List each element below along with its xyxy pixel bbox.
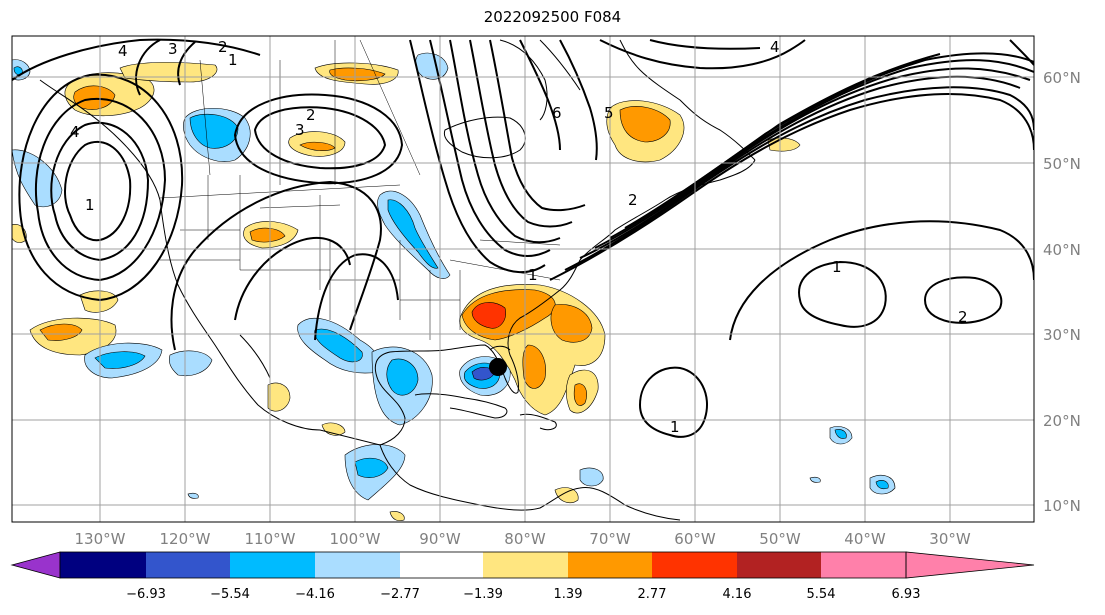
latitude-labels: 60°N 50°N 40°N 30°N 20°N 10°N <box>1043 69 1081 515</box>
contour-label: 3 <box>168 40 178 58</box>
colorbar-tick-label: −1.39 <box>463 587 503 602</box>
lon-label: 60°W <box>674 530 716 548</box>
storm-center-marker <box>489 358 507 376</box>
lat-label: 30°N <box>1043 326 1081 344</box>
contour-label: 1 <box>85 196 95 214</box>
lon-label: 100°W <box>330 530 381 548</box>
lon-label: 40°W <box>844 530 886 548</box>
contour-label: 2 <box>306 106 316 124</box>
gridlines <box>12 36 1034 522</box>
anomaly-contours <box>12 38 1034 438</box>
colorbar-tick-label: −2.77 <box>380 587 420 602</box>
contour-label: 1 <box>528 266 538 284</box>
lon-label: 30°W <box>929 530 971 548</box>
colorbar-tick-label: 2.77 <box>638 587 667 602</box>
lon-label: 120°W <box>160 530 211 548</box>
colorbar-segment <box>60 552 146 578</box>
lon-label: 110°W <box>245 530 296 548</box>
contour-label: 6 <box>552 104 562 122</box>
colorbar-segment <box>483 552 568 578</box>
colorbar-tick-label: −4.16 <box>295 587 335 602</box>
lon-label: 80°W <box>504 530 546 548</box>
colorbar-tick-label: 1.39 <box>554 587 583 602</box>
colorbar-extend-high <box>905 551 1035 579</box>
lat-label: 10°N <box>1043 497 1081 515</box>
longitude-labels: 130°W 120°W 110°W 100°W 90°W 80°W 70°W 6… <box>75 530 971 548</box>
colorbar-extend-low <box>10 551 61 579</box>
map-border <box>11 35 1035 523</box>
colorbar: −6.93 −5.54 −4.16 −2.77 −1.39 1.39 2.77 … <box>10 551 1035 602</box>
contour-label: 5 <box>604 104 614 122</box>
contour-label: 4 <box>770 38 780 56</box>
map-title: 2022092500 F084 <box>483 8 622 26</box>
contour-label: 4 <box>118 42 128 60</box>
contour-label: 4 <box>70 123 80 141</box>
lat-label: 60°N <box>1043 69 1081 87</box>
colorbar-tick-label: −5.54 <box>210 587 250 602</box>
colorbar-segment <box>400 552 483 578</box>
contour-label: 2 <box>218 38 228 56</box>
colorbar-tick-label: 4.16 <box>723 587 752 602</box>
lat-label: 20°N <box>1043 412 1081 430</box>
colorbar-segment <box>737 552 821 578</box>
colorbar-segment <box>568 552 652 578</box>
lon-label: 90°W <box>419 530 461 548</box>
colorbar-segment <box>652 552 737 578</box>
contour-label: 3 <box>295 121 305 139</box>
colorbar-segment <box>146 552 230 578</box>
contour-label: 1 <box>228 51 238 69</box>
map-area <box>12 36 1034 522</box>
contour-labels: 4 3 2 1 2 3 4 6 5 4 1 2 1 1 2 1 <box>70 38 968 436</box>
lon-label: 50°W <box>759 530 801 548</box>
colorbar-segment <box>821 552 906 578</box>
contour-label: 1 <box>832 258 842 276</box>
colorbar-tick-label: 5.54 <box>807 587 836 602</box>
colorbar-segment <box>230 552 315 578</box>
lat-label: 50°N <box>1043 155 1081 173</box>
lon-label: 130°W <box>75 530 126 548</box>
colorbar-tick-label: 6.93 <box>892 587 921 602</box>
contour-label: 2 <box>628 191 638 209</box>
lon-label: 70°W <box>589 530 631 548</box>
lat-label: 40°N <box>1043 241 1081 259</box>
colorbar-tick-label: −6.93 <box>126 587 166 602</box>
contour-label: 1 <box>670 418 680 436</box>
colorbar-segment <box>315 552 400 578</box>
contour-label: 2 <box>958 308 968 326</box>
